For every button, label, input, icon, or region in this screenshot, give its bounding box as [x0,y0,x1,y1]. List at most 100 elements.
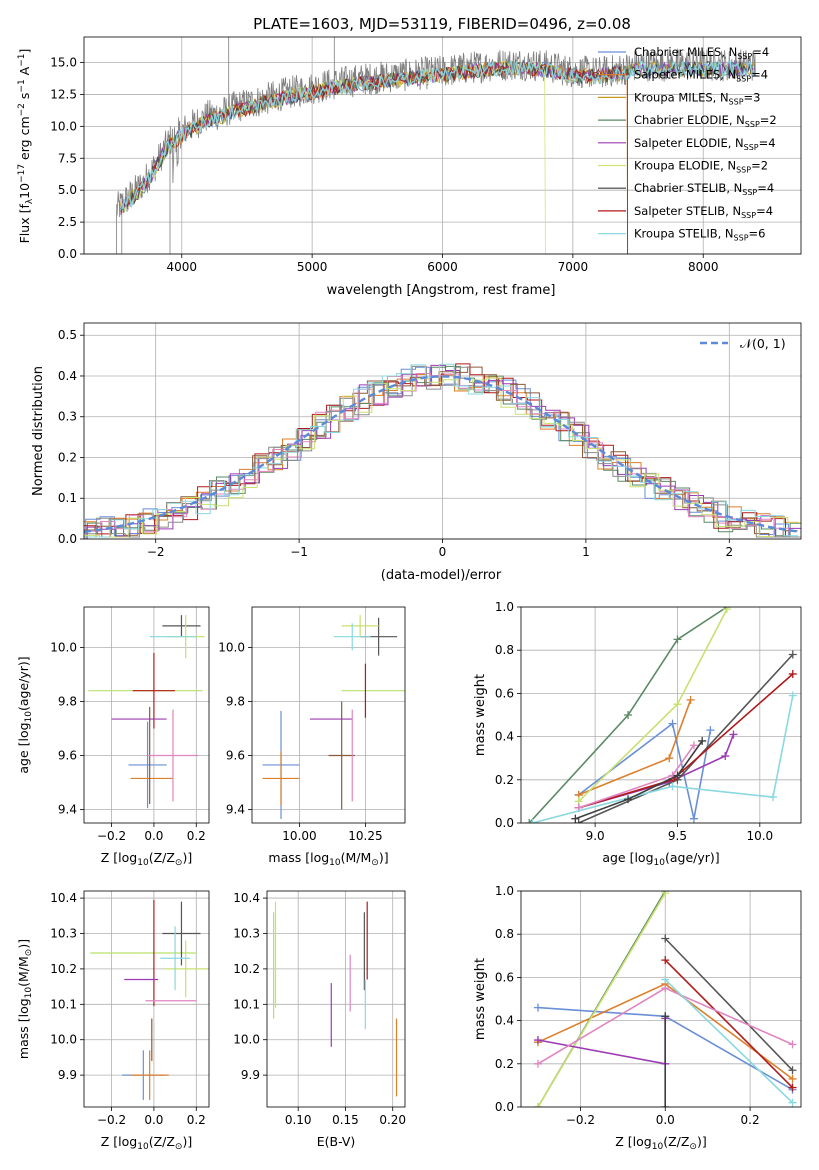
label-part: )] [379,850,389,865]
series-marker-1 [706,726,715,735]
legend-eq: =2 [751,159,768,173]
x-tick-label: 5000 [297,260,328,274]
label-part-sup: −2 [17,103,27,116]
series-marker-7 [788,1083,797,1092]
series-marker-9 [668,782,677,791]
y-tick-label: 10.2 [50,962,77,976]
y-tick-label: 0.6 [495,686,514,700]
legend-text: Kroupa STELIB, N [634,227,734,241]
label-part-sub: ⊙ [175,858,183,868]
y-tick-label: 10.3 [233,926,260,940]
series-line-9 [532,695,794,823]
histogram-series-8 [84,365,800,538]
x-tick-label: 9.0 [586,829,605,843]
normal-reference-curve [84,375,801,534]
label-part-sup: −1 [17,54,27,67]
y-tick-label: 0.1 [58,491,77,505]
y-tick-label: 9.8 [226,695,245,709]
xlabel-mass_vs_EBV: E(B-V) [317,1134,356,1149]
plot-area-massweight_vs_age [525,607,797,823]
x-tick-label: −1 [290,545,308,559]
legend-eq: =4 [756,204,773,218]
histogram-series-7 [85,373,801,539]
legend-label-3: Kroupa MILES, NSSP=3 [634,90,760,106]
series-line-10 [575,740,703,820]
series-marker-8 [661,984,670,993]
y-tick-label: 7.5 [58,151,77,165]
grid-age_vs_Z [84,607,209,823]
xlabel-age_vs_mass: mass [log10​(M/M⊙​)] [268,850,388,868]
label-part: A [17,66,32,79]
x-tick-label: 0.10 [285,1113,312,1127]
y-tick-label: 12.5 [50,87,77,101]
legend-text: Chabrier STELIB, N [634,181,742,195]
y-tick-label: 10.0 [218,641,245,655]
y-tick-label: 10.2 [233,962,260,976]
legend-sub: SSP [744,143,759,152]
label-part: (Z/Z [149,1134,175,1149]
y-tick-label: 0.0 [58,247,77,261]
legend-eq: =3 [744,90,761,104]
series-line-1 [578,722,712,819]
series-marker-4 [722,607,731,614]
residuals-xlabel: (data-model)/error [381,568,502,583]
y-tick-label: 9.8 [58,695,77,709]
y-tick-label: 9.4 [58,803,77,817]
x-tick-label: 6000 [427,260,458,274]
label-part-sup: −1 [17,79,27,92]
y-tick-label: 10.1 [50,997,77,1011]
label-part: 10 [17,183,32,199]
y-tick-label: 10.0 [50,1033,77,1047]
x-tick-label: 0.0 [144,1113,163,1127]
label-part: (M/M [341,850,372,865]
plot-area-residuals [84,363,801,539]
series-marker-10 [661,1103,670,1107]
legend-sub: SSP [736,166,751,175]
plot-area-mass_vs_EBV [273,901,398,1097]
xlabel-age_vs_Z: Z [log10​(Z/Z⊙​)] [101,850,192,868]
series-line-4 [537,892,666,1107]
y-tick-label: 10.3 [50,926,77,940]
series-marker-3 [673,635,682,644]
x-tick-label: 0.15 [332,1113,359,1127]
histogram-series-10 [84,363,799,538]
series-marker-10 [571,814,580,823]
panel-age_vs_Z: −0.2 0.0 0.2 9.4 9.6 9.8 10.0 Z [log10​(Z/Z⊙​)]… [16,606,210,868]
legend-text: Chabrier MILES, N [634,45,737,59]
x-tick-label: 10.25 [348,829,382,843]
legend-sub: SSP [737,52,752,61]
x-tick-label: 8000 [688,260,719,274]
panel-mass_vs_EBV: 0.10 0.15 0.20 9.9 10.0 10.1 10.2 10.3 10.4 [233,890,406,1127]
y-tick-label: 0.4 [58,369,77,383]
y-tick-label: 0.8 [495,643,514,657]
legend-label-6: Kroupa ELODIE, NSSP=2 [634,159,768,175]
legend-eq: =4 [751,68,768,82]
axes-frame [83,36,802,255]
label-part: (M/M [16,956,31,987]
series-marker-2 [788,1074,797,1083]
label-part: mass [log [16,998,31,1059]
axes-frame [83,606,210,824]
series-marker-6 [788,650,797,659]
series-marker-10 [661,1012,670,1021]
label-part: Z [log [101,850,137,865]
label-part-sub: 10 [329,858,341,868]
spectrum-model-line-8 [121,59,629,254]
series-marker-1 [533,1003,542,1012]
series-marker-4 [533,1103,542,1107]
panel-massweight_vs_age: 9.0 9.5 10.0 0.0 0.2 0.4 0.6 0.8 1.0 age [log10​(… [473,600,802,868]
x-tick-label: 10.0 [746,829,773,843]
y-tick-label: 0.4 [495,1014,514,1028]
plot-area-age_vs_mass [262,615,405,819]
legend-label-1: Chabrier MILES, NSSP=4 [634,45,769,61]
y-tick-label: 0.2 [495,773,514,787]
series-marker-9 [788,1098,797,1107]
label-part-sub: ⊙ [371,858,379,868]
series-marker-7 [661,956,670,965]
x-tick-label: 0.20 [379,1113,406,1127]
ylabel-massweight_vs_Z: mass weight [473,958,488,1040]
label-part: (age/yr)] [16,656,31,711]
y-tick-label: 0.4 [495,730,514,744]
x-tick-label: 0.2 [187,1113,206,1127]
series-marker-3 [525,819,534,823]
